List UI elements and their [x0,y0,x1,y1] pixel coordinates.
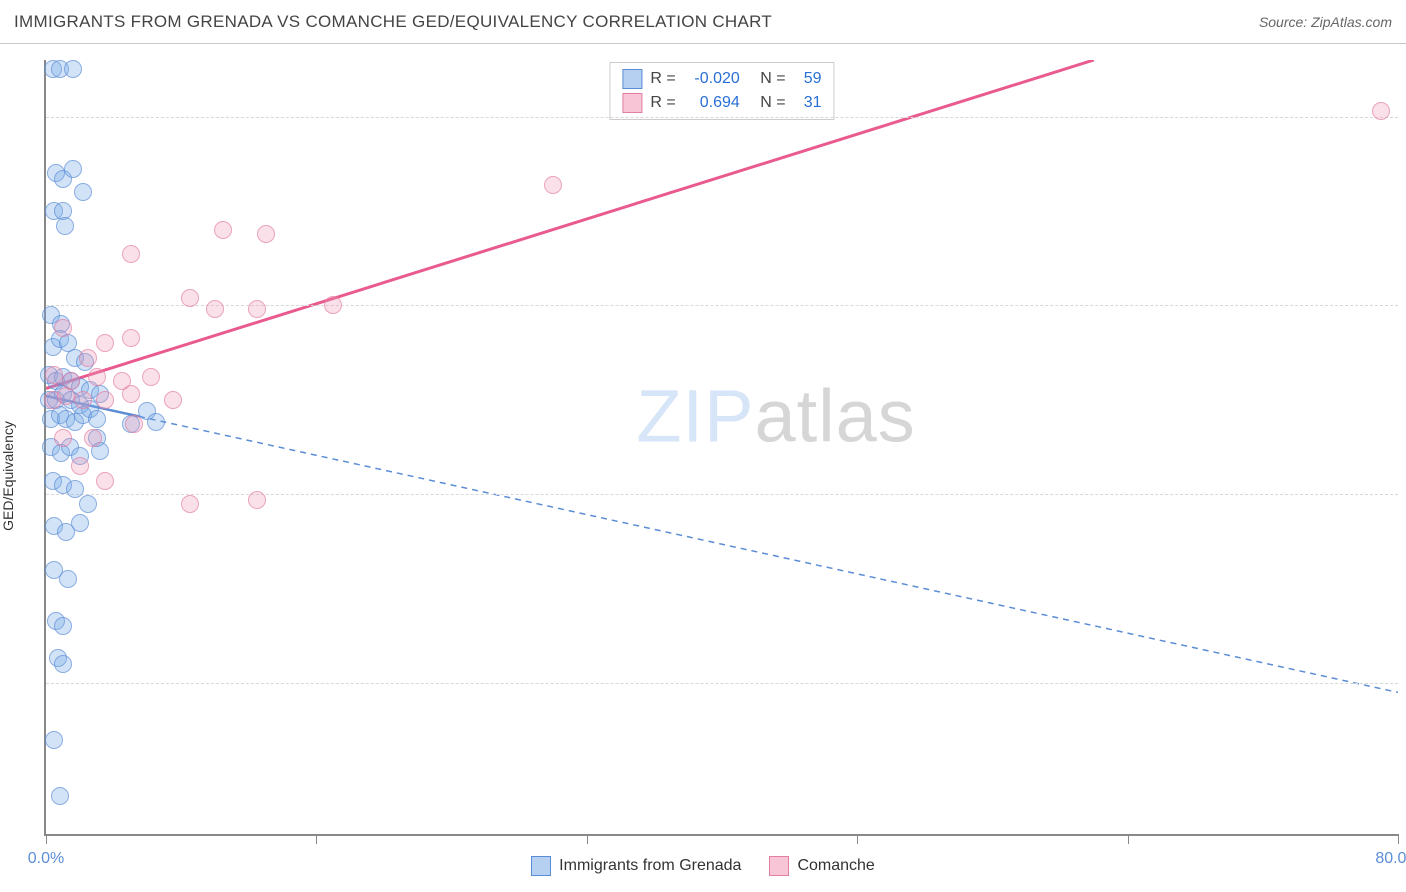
legend-item-series-2: Comanche [769,856,874,876]
n-label: N = [760,91,785,115]
scatter-point-s1 [66,480,84,498]
x-tick [1128,834,1129,844]
scatter-point-s2 [164,391,182,409]
n-label: N = [760,67,785,91]
x-tick [1398,834,1399,844]
plot-region: ZIPatlas R = -0.020 N = 59 R = 0.694 N =… [44,60,1398,836]
scatter-point-s2 [88,368,106,386]
scatter-point-s2 [45,366,63,384]
scatter-point-s2 [71,457,89,475]
scatter-point-s2 [125,415,143,433]
scatter-point-s2 [122,245,140,263]
watermark-part-2: atlas [754,375,915,458]
scatter-point-s2 [1372,102,1390,120]
swatch-series-2 [622,93,642,113]
legend-swatch-series-1 [531,856,551,876]
scatter-point-s1 [54,617,72,635]
scatter-point-s2 [257,225,275,243]
scatter-point-s2 [57,387,75,405]
stats-row-series-1: R = -0.020 N = 59 [622,67,821,91]
x-tick [857,834,858,844]
legend-label-series-2: Comanche [797,857,874,875]
scatter-point-s2 [142,368,160,386]
scatter-point-s1 [56,217,74,235]
chart-header: IMMIGRANTS FROM GRENADA VS COMANCHE GED/… [0,0,1406,44]
scatter-point-s2 [122,385,140,403]
gridline-horizontal [46,683,1398,684]
scatter-point-s1 [64,160,82,178]
scatter-point-s1 [51,787,69,805]
x-tick [587,834,588,844]
scatter-point-s2 [544,176,562,194]
bottom-legend: Immigrants from Grenada Comanche [0,856,1406,876]
r-label: R = [650,91,675,115]
scatter-point-s2 [122,329,140,347]
scatter-point-s1 [64,60,82,78]
scatter-point-s2 [96,472,114,490]
scatter-point-s2 [96,391,114,409]
scatter-point-s2 [324,296,342,314]
swatch-series-1 [622,69,642,89]
scatter-point-s2 [206,300,224,318]
x-tick [46,834,47,844]
chart-area: GED/Equivalency ZIPatlas R = -0.020 N = … [0,44,1406,892]
scatter-point-s2 [181,289,199,307]
scatter-point-s1 [59,570,77,588]
legend-swatch-series-2 [769,856,789,876]
stats-row-series-2: R = 0.694 N = 31 [622,91,821,115]
legend-label-series-1: Immigrants from Grenada [559,857,741,875]
source-attribution: Source: ZipAtlas.com [1259,14,1392,30]
scatter-point-s1 [71,514,89,532]
watermark: ZIPatlas [636,374,915,459]
n-value-series-2: 31 [794,91,822,115]
scatter-point-s1 [54,655,72,673]
scatter-point-s1 [88,410,106,428]
scatter-point-s2 [54,319,72,337]
scatter-point-s1 [79,495,97,513]
x-tick [316,834,317,844]
legend-item-series-1: Immigrants from Grenada [531,856,741,876]
trend-lines [46,60,1398,834]
n-value-series-1: 59 [794,67,822,91]
scatter-point-s2 [96,334,114,352]
scatter-point-s2 [181,495,199,513]
scatter-point-s2 [248,300,266,318]
scatter-point-s2 [214,221,232,239]
source-label: Source: [1259,14,1311,30]
trend-line-s1-dashed [139,416,1398,692]
chart-title: IMMIGRANTS FROM GRENADA VS COMANCHE GED/… [14,12,772,32]
scatter-point-s1 [147,413,165,431]
scatter-point-s1 [45,731,63,749]
correlation-stats-box: R = -0.020 N = 59 R = 0.694 N = 31 [609,62,834,120]
r-label: R = [650,67,675,91]
scatter-point-s2 [84,429,102,447]
r-value-series-2: 0.694 [684,91,740,115]
y-axis-label: GED/Equivalency [0,421,16,531]
trend-line-s2 [46,60,1094,388]
scatter-point-s1 [74,183,92,201]
r-value-series-1: -0.020 [684,67,740,91]
scatter-point-s2 [79,349,97,367]
scatter-point-s2 [74,391,92,409]
source-value: ZipAtlas.com [1311,14,1392,30]
watermark-part-1: ZIP [636,375,754,458]
scatter-point-s2 [54,429,72,447]
gridline-horizontal [46,117,1398,118]
scatter-point-s2 [248,491,266,509]
